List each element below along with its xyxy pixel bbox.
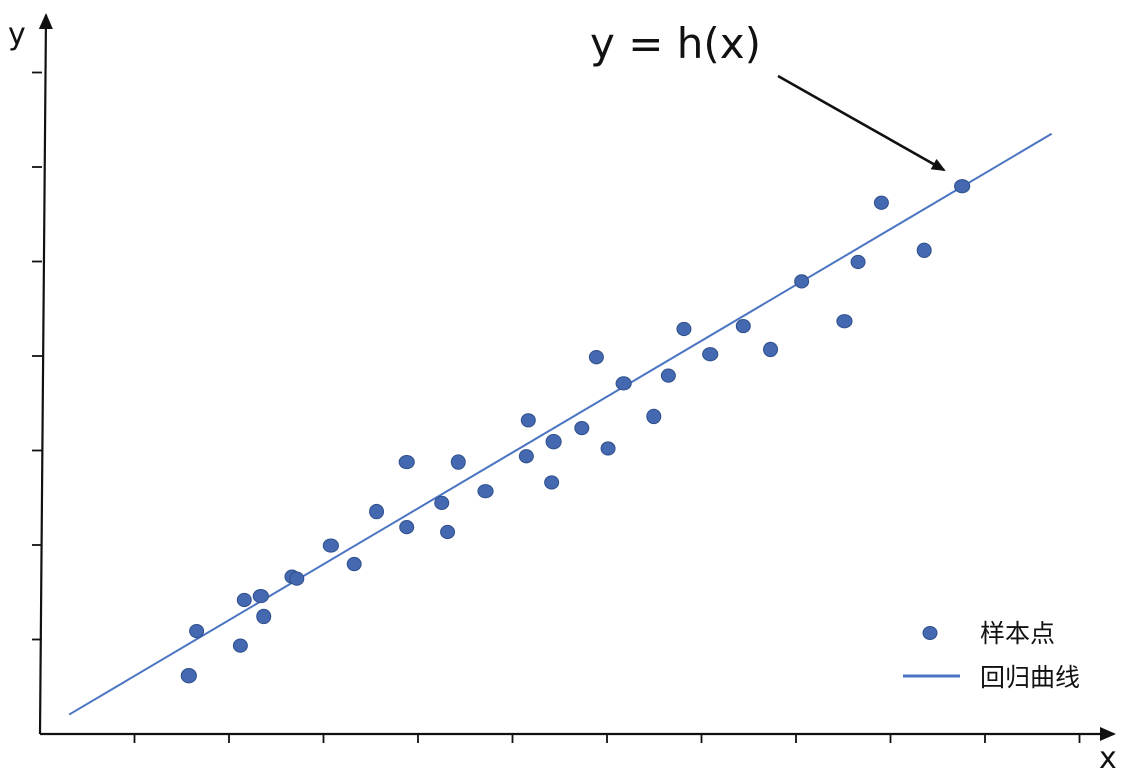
legend: 样本点 回归曲线 bbox=[903, 619, 1080, 692]
sample-point bbox=[346, 556, 362, 572]
sample-point bbox=[289, 571, 305, 586]
sample-point bbox=[518, 449, 534, 464]
sample-point bbox=[646, 408, 662, 425]
sample-point bbox=[399, 520, 415, 535]
equation-annotation: y = h(x) bbox=[590, 19, 761, 68]
axes bbox=[32, 13, 1116, 743]
sample-point bbox=[180, 668, 197, 684]
sample-point bbox=[676, 321, 692, 337]
sample-point bbox=[545, 433, 562, 450]
x-axis-label: x bbox=[1099, 741, 1117, 773]
sample-point bbox=[322, 538, 339, 553]
sample-point bbox=[916, 242, 932, 259]
legend-label-sample: 样本点 bbox=[980, 619, 1055, 648]
sample-point bbox=[256, 608, 272, 625]
sample-point bbox=[954, 179, 971, 194]
sample-point bbox=[232, 638, 248, 653]
sample-point bbox=[252, 588, 269, 604]
regression-line bbox=[68, 132, 1053, 716]
sample-point bbox=[544, 475, 560, 490]
annotation-arrow bbox=[777, 74, 946, 172]
sample-point bbox=[398, 454, 415, 470]
sample-point bbox=[702, 347, 719, 362]
sample-point bbox=[735, 318, 751, 334]
sample-point bbox=[434, 495, 450, 510]
sample-point bbox=[615, 376, 632, 391]
sample-point bbox=[189, 623, 205, 639]
sample-point bbox=[520, 413, 536, 428]
legend-label-regression: 回归曲线 bbox=[980, 663, 1080, 692]
sample-point bbox=[450, 454, 466, 470]
y-axis-line bbox=[38, 13, 53, 735]
sample-point bbox=[477, 484, 494, 499]
sample-point bbox=[574, 420, 590, 436]
sample-points-layer bbox=[180, 179, 971, 684]
sample-point bbox=[794, 274, 810, 289]
sample-point bbox=[440, 524, 456, 540]
sample-point bbox=[836, 314, 853, 329]
sample-point bbox=[369, 503, 385, 520]
y-axis-label: y bbox=[8, 17, 26, 52]
sample-point bbox=[236, 592, 252, 608]
legend-marker-sample bbox=[922, 626, 938, 640]
sample-point bbox=[873, 195, 889, 210]
sample-point bbox=[850, 254, 866, 270]
sample-point bbox=[588, 350, 604, 365]
regression-line-layer bbox=[68, 132, 1053, 716]
sample-point bbox=[660, 368, 676, 383]
sample-point bbox=[763, 341, 779, 358]
sample-point bbox=[600, 441, 616, 456]
